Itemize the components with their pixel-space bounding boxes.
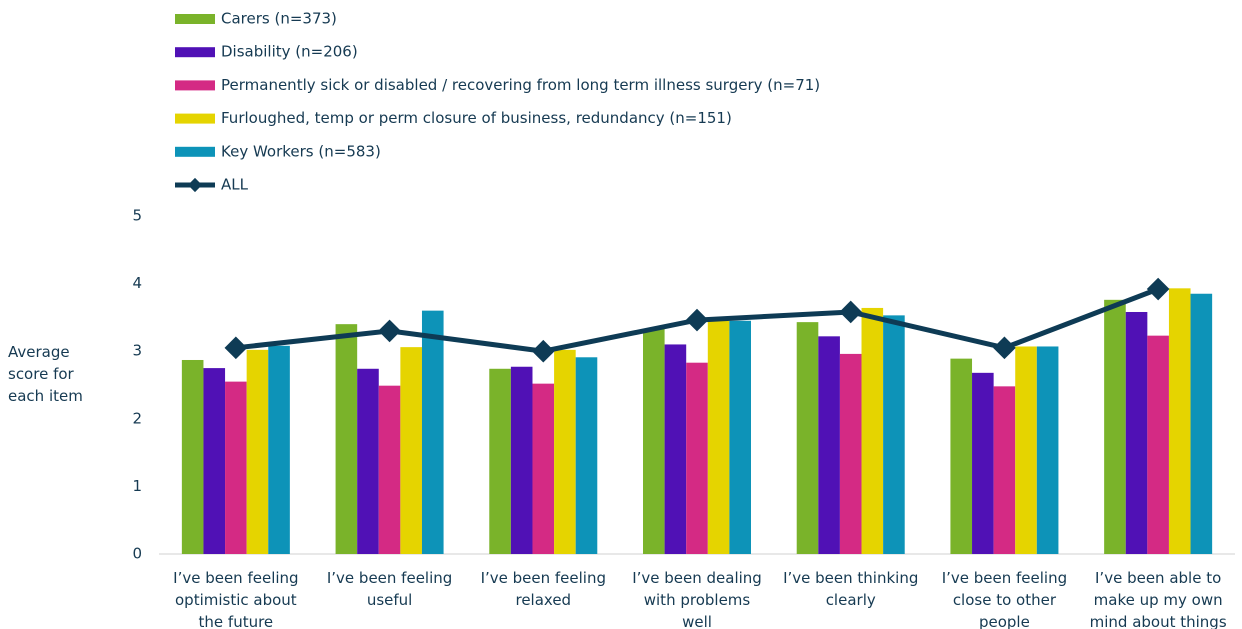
x-tick-label-line: close to other [953, 591, 1057, 609]
x-tick-label: I’ve been able to make up my own mind abou… [1090, 569, 1227, 629]
bar [575, 357, 598, 554]
y-tick-label: 0 [132, 545, 142, 563]
x-tick-label-line: optimistic about [175, 591, 297, 609]
x-tick-label-line: I’ve been feeling [173, 569, 298, 587]
bar [664, 344, 687, 554]
bar [1125, 311, 1148, 554]
bar [1036, 346, 1059, 554]
bar [335, 324, 358, 554]
y-tick-label: 5 [132, 207, 142, 225]
bar [1104, 299, 1126, 554]
x-tick-label-line: make up my own [1094, 591, 1223, 609]
bar [378, 385, 401, 554]
x-tick-label-line: the future [199, 613, 274, 629]
legend-label: Disability (n=206) [221, 43, 358, 61]
legend-label: ALL [221, 176, 249, 194]
x-tick-label: I’ve been feeling optimistic about the fut… [173, 569, 298, 629]
bar [181, 359, 204, 554]
line-marker [839, 300, 863, 324]
y-axis-label: Average score for each item [8, 343, 83, 405]
bar [993, 386, 1016, 554]
x-tick-label-line: I’ve been feeling [942, 569, 1067, 587]
line-marker [993, 336, 1016, 360]
bar [861, 307, 884, 554]
x-tick-label-line: I’ve been feeling [481, 569, 606, 587]
legend-swatch [175, 80, 215, 91]
bar [729, 320, 751, 554]
legend-swatch [175, 47, 215, 58]
bar [972, 372, 994, 554]
bar [1147, 335, 1169, 554]
legend-swatch [175, 14, 215, 24]
bar [246, 349, 269, 554]
bar [421, 310, 444, 554]
line-marker [531, 339, 555, 363]
bar [839, 353, 862, 554]
y-axis-label-line: score for [8, 365, 75, 383]
x-tick-label-line: I’ve been thinking [783, 569, 918, 587]
x-tick-label-line: clearly [826, 591, 876, 609]
x-tick-label-line: useful [367, 591, 413, 609]
bar [357, 368, 379, 554]
x-tick-label-line: I’ve been dealing [632, 569, 762, 587]
bar [818, 336, 840, 554]
bar [510, 366, 533, 554]
bar [950, 358, 973, 554]
bar [707, 320, 730, 554]
legend-swatch [175, 146, 215, 157]
y-axis-label-line: Average [8, 343, 70, 361]
legend-label: Carers (n=373) [221, 10, 337, 28]
line-marker [378, 319, 401, 343]
legend-label: Furloughed, temp or perm closure of busi… [221, 109, 732, 127]
line-marker [1146, 277, 1170, 301]
x-tick-label: I’ve been feeling relaxed [481, 569, 606, 609]
bar [883, 315, 905, 554]
bar [554, 349, 576, 554]
line-marker [685, 308, 709, 332]
line-marker [224, 336, 248, 360]
x-tick-label-line: people [979, 613, 1030, 629]
legend-label: Permanently sick or disabled / recoverin… [221, 76, 820, 94]
x-tick-label-line: I’ve been feeling [327, 569, 452, 587]
bar [1015, 346, 1037, 554]
bar [686, 362, 708, 554]
bar [400, 347, 422, 554]
bar [1168, 288, 1191, 554]
x-tick-label: I’ve been dealing with problems well [632, 569, 762, 629]
x-tick-label-line: well [682, 613, 712, 629]
x-tick-label-line: mind about things [1090, 613, 1227, 629]
bar [268, 345, 290, 554]
x-tick-label: I’ve been feeling close to other people [942, 569, 1067, 629]
y-tick-label: 2 [132, 409, 142, 427]
x-tick-label: I’ve been thinking clearly [783, 569, 918, 609]
bar [532, 383, 555, 554]
y-tick-label: 3 [132, 342, 142, 360]
bar [1190, 293, 1213, 554]
bar [489, 368, 511, 554]
y-tick-label: 4 [132, 274, 142, 292]
x-tick-label-line: I’ve been able to [1095, 569, 1221, 587]
x-tick-label: I’ve been feeling useful [327, 569, 452, 609]
legend-label: Key Workers (n=583) [221, 142, 381, 160]
bar [643, 328, 665, 554]
bar [796, 322, 819, 554]
y-tick-label: 1 [132, 477, 142, 495]
bar [203, 368, 226, 554]
legend-swatch [175, 113, 215, 124]
x-tick-label-line: relaxed [515, 591, 571, 609]
legend-marker [187, 177, 203, 193]
y-axis-label-line: each item [8, 387, 83, 405]
bar [225, 381, 247, 554]
x-tick-label-line: with problems [644, 591, 751, 609]
